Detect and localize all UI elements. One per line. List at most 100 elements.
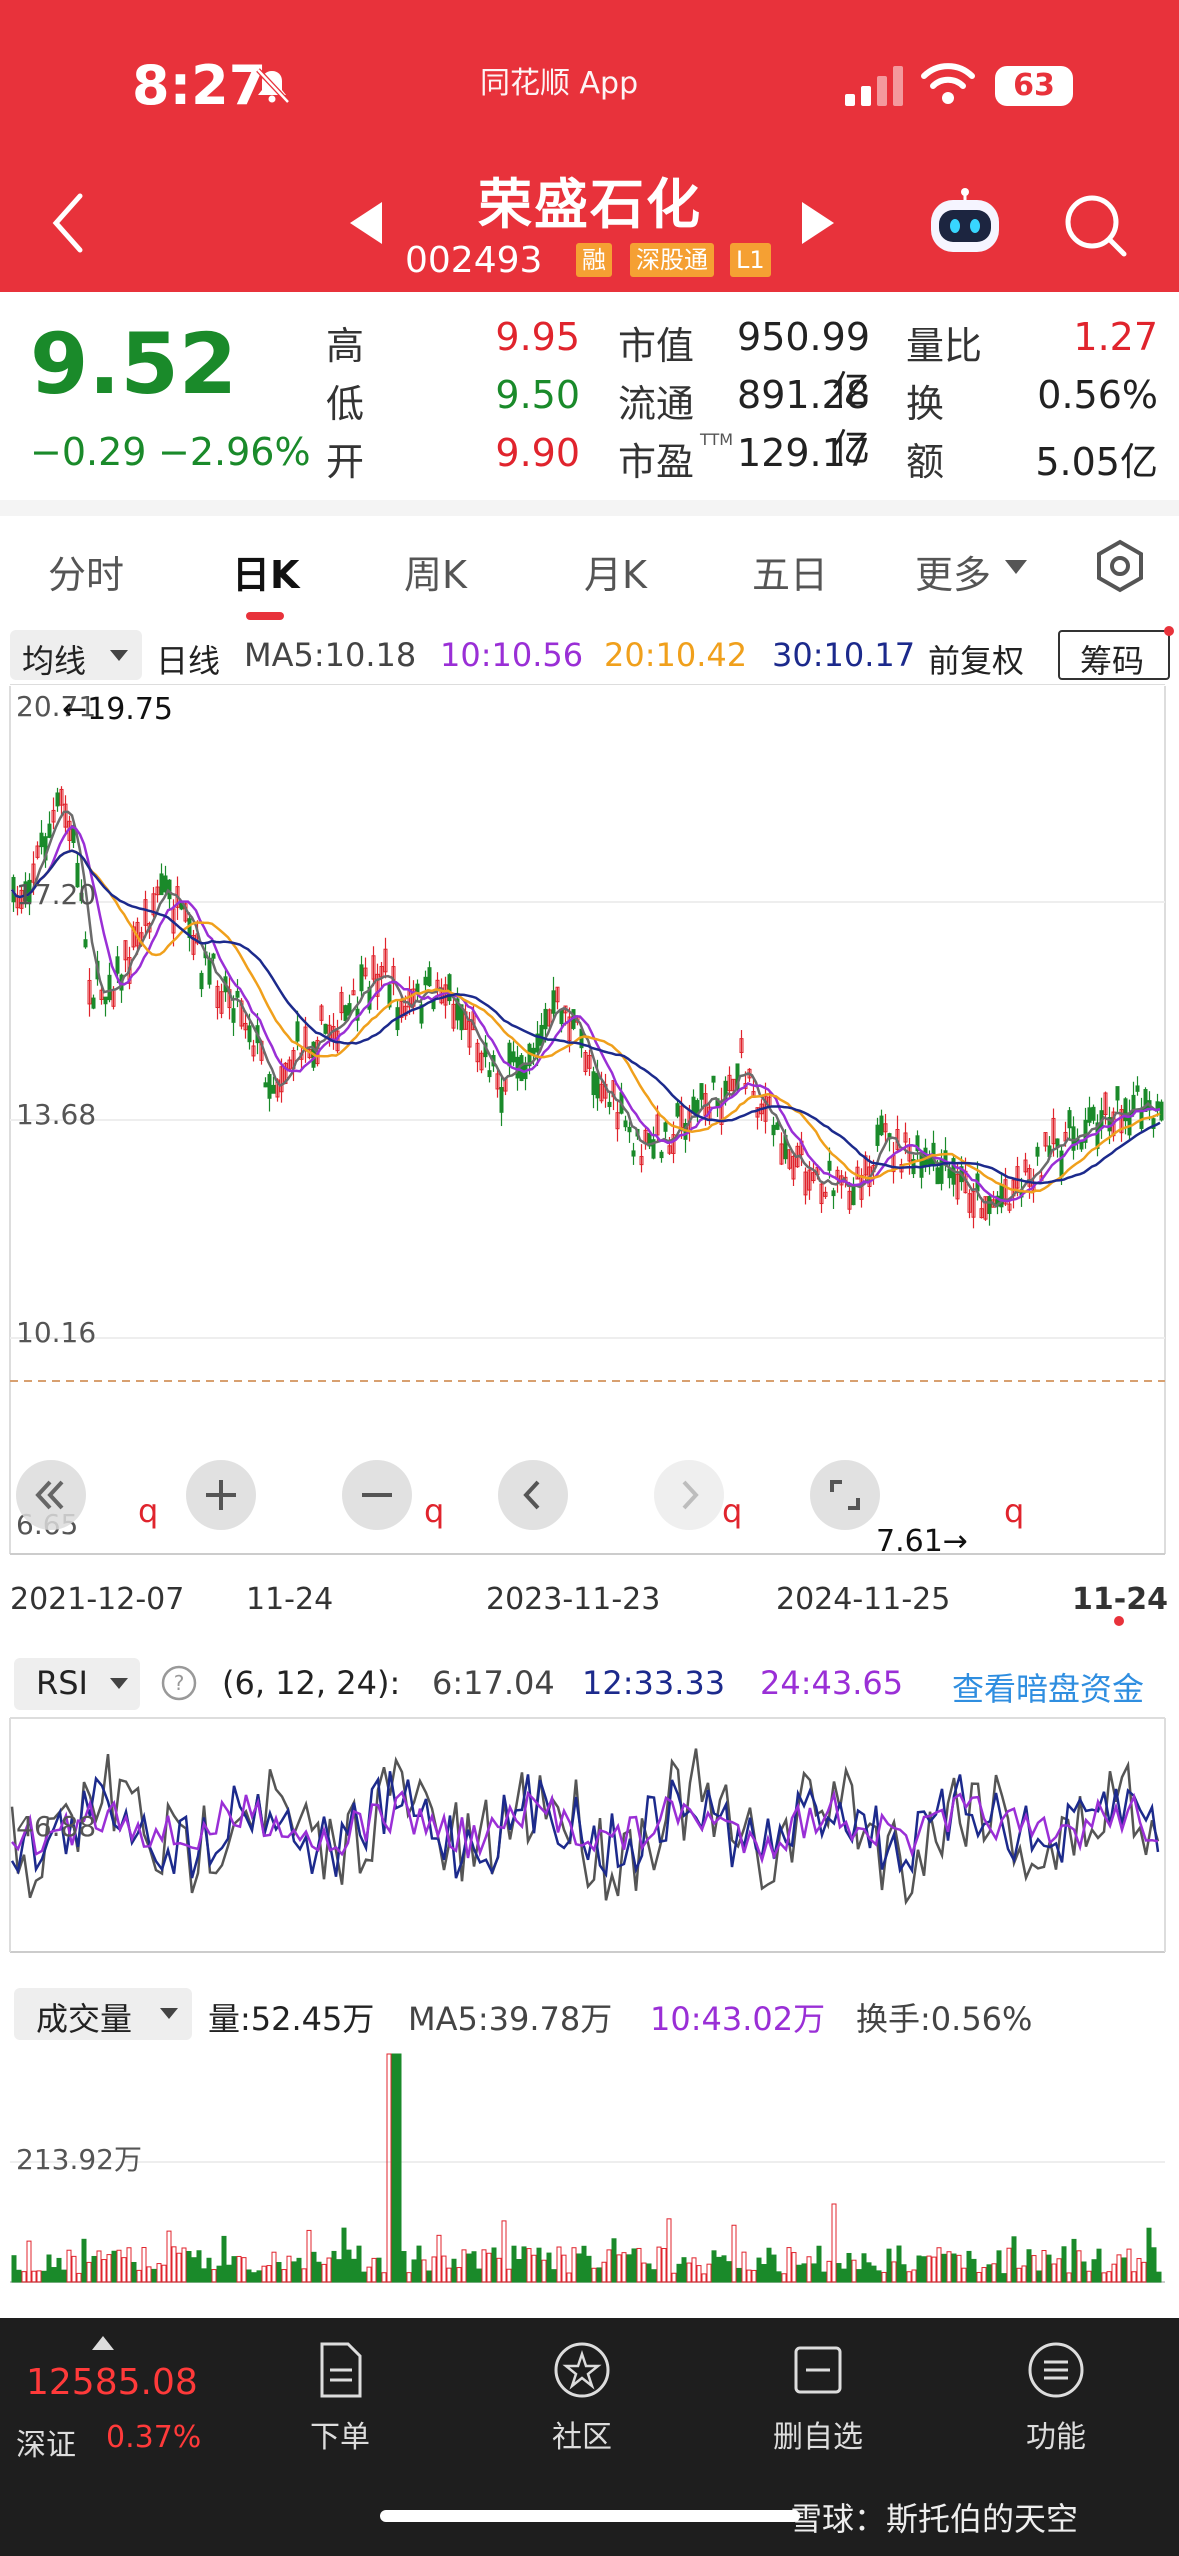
candle-body (271, 1084, 276, 1094)
candle-body (775, 1122, 780, 1130)
fullscreen-button[interactable] (810, 1460, 880, 1530)
candle-body (727, 1074, 732, 1092)
volume-chart[interactable] (0, 2046, 1179, 2286)
volume-bar (1091, 2259, 1097, 2283)
tab-weekly-k[interactable]: 周K (404, 553, 467, 597)
volume-bar (676, 2263, 682, 2283)
volume-bar (521, 2246, 527, 2283)
nav-functions[interactable]: 功能 (986, 2338, 1126, 2456)
nav-remove-watchlist[interactable]: 删自选 (748, 2338, 888, 2456)
candle-body (1007, 1203, 1012, 1211)
scroll-start-button[interactable] (16, 1460, 86, 1530)
rsi-chart[interactable] (0, 1716, 1179, 1956)
zoom-out-button[interactable] (342, 1460, 412, 1530)
kline-chart[interactable] (0, 684, 1179, 1564)
event-marker[interactable]: q (1004, 1492, 1025, 1530)
scroll-right-button[interactable] (654, 1460, 724, 1530)
tag-margin: 融 (576, 243, 612, 277)
candle-body (487, 1070, 492, 1078)
candle-body (363, 967, 368, 977)
scroll-left-button[interactable] (498, 1460, 568, 1530)
scroll-position-dot (1114, 1616, 1124, 1626)
candle-body (915, 1135, 920, 1152)
volume-bar (341, 2227, 347, 2283)
zoom-in-button[interactable] (186, 1460, 256, 1530)
nav-order-label: 下单 (310, 2420, 370, 2455)
candle-body (1155, 1101, 1160, 1109)
search-icon[interactable] (1060, 190, 1130, 260)
volume-bar (1061, 2246, 1067, 2283)
stock-code: 002493 (405, 240, 543, 281)
candlesticks (11, 786, 1164, 1229)
volume-bar (81, 2238, 87, 2283)
volume-bar (36, 2270, 42, 2283)
candle-body (979, 1208, 984, 1219)
chips-button[interactable] (1058, 630, 1170, 680)
candle-body (547, 1009, 552, 1027)
tab-five-day[interactable]: 五日 (752, 553, 829, 597)
volume-bar (581, 2245, 587, 2283)
event-marker[interactable]: q (138, 1492, 159, 1530)
rsi12-value: 12:33.33 (582, 1664, 726, 1702)
tab-intraday[interactable]: 分时 (48, 553, 125, 597)
volume-bar (446, 2267, 452, 2283)
volume-bar (386, 2053, 392, 2283)
candle-body (343, 1005, 348, 1022)
candle-body (83, 939, 88, 948)
tab-monthly-k[interactable]: 月K (584, 553, 647, 597)
ma5-value: MA5:10.18 (244, 636, 417, 674)
volume-bar (511, 2245, 517, 2283)
volume-bar (196, 2250, 202, 2283)
tab-more[interactable]: 更多 (915, 553, 992, 597)
tab-daily-k[interactable]: 日K (232, 553, 300, 597)
robot-assistant-icon[interactable] (925, 188, 1005, 260)
back-icon[interactable] (44, 188, 94, 258)
candle-body (863, 1155, 868, 1176)
volume-bar (966, 2250, 972, 2283)
adjust-mode[interactable]: 前复权 (928, 642, 1025, 680)
volume-bar (276, 2261, 282, 2283)
volume-bar (761, 2264, 767, 2283)
candle-body (511, 1051, 516, 1063)
event-marker[interactable]: q (424, 1492, 445, 1530)
nav-community[interactable]: 社区 (512, 2338, 652, 2456)
nav-order[interactable]: 下单 (270, 2338, 410, 2456)
help-icon[interactable]: ? (160, 1664, 198, 1702)
volume-bar (471, 2251, 477, 2283)
prev-stock-icon[interactable] (346, 200, 386, 246)
volume-bar (326, 2257, 332, 2283)
community-star-icon (554, 2342, 610, 2398)
quote-value-open: 9.90 (495, 431, 580, 475)
chevron-down-icon (160, 2008, 178, 2019)
candle-body (671, 1134, 676, 1154)
rsi6-line (10, 1748, 1160, 1906)
candle-body (591, 1071, 596, 1096)
volume-bar (131, 2261, 137, 2283)
volume-bar (336, 2259, 342, 2283)
index-value[interactable]: 12585.08 (26, 2362, 198, 2403)
volume-bar (876, 2270, 882, 2283)
candle-body (667, 1145, 672, 1154)
dark-pool-link[interactable]: 查看暗盘资金 (952, 1670, 1145, 1708)
volume-bar (871, 2265, 877, 2283)
candle-body (199, 972, 204, 990)
candle-body (235, 990, 240, 998)
candle-body (263, 1082, 268, 1088)
rsi6-value: 6:17.04 (432, 1664, 555, 1702)
volume-bar (126, 2247, 132, 2283)
settings-hexagon-icon[interactable] (1092, 538, 1148, 594)
event-marker[interactable]: q (722, 1492, 743, 1530)
volume-bar (711, 2250, 717, 2283)
candle-body (1023, 1159, 1028, 1173)
volume-bar (816, 2245, 822, 2283)
price-tick-3: 10.16 (16, 1316, 97, 1349)
volume-bar (136, 2269, 142, 2283)
volume-bar (971, 2258, 977, 2283)
volume-bar (826, 2260, 832, 2283)
candle-body (47, 823, 52, 838)
volume-bar (681, 2257, 687, 2283)
volume-bar (536, 2247, 542, 2283)
volume-select[interactable] (14, 1988, 192, 2040)
next-stock-icon[interactable] (798, 200, 838, 246)
plus-icon (206, 1480, 236, 1510)
